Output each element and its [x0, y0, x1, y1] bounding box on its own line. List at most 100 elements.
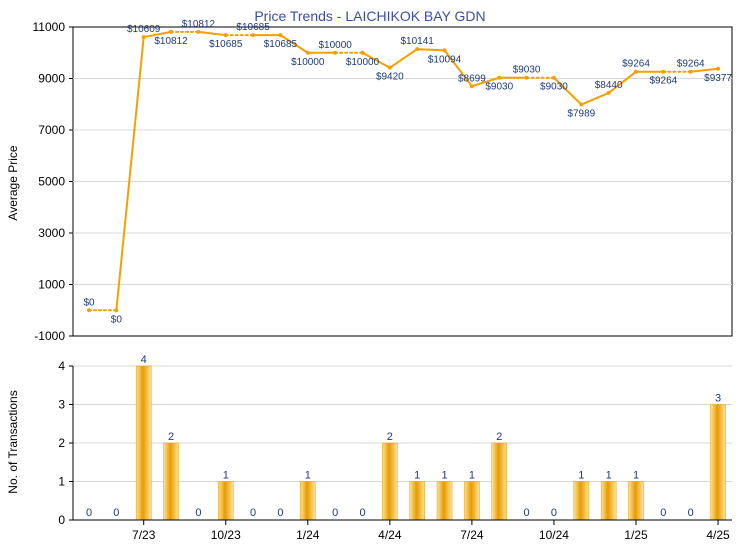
- transaction-bar: [710, 404, 726, 521]
- price-data-label: $0: [83, 297, 95, 308]
- transaction-bar: [382, 442, 398, 521]
- price-point: [251, 33, 256, 38]
- price-data-label: $9030: [485, 82, 513, 93]
- transaction-count-label: 0: [551, 507, 557, 519]
- price-line-segment: [552, 76, 583, 106]
- price-data-label: $9030: [540, 82, 568, 93]
- date-tick-label: 1/25: [624, 528, 648, 542]
- transactions-tick-label: 3: [58, 398, 65, 412]
- price-point: [469, 84, 474, 89]
- price-data-label: $0: [111, 314, 123, 325]
- price-data-label: $9264: [649, 76, 677, 87]
- transaction-count-label: 1: [633, 470, 639, 482]
- price-tick-label: 7000: [38, 123, 65, 137]
- price-tick-label: 1000: [38, 278, 65, 292]
- price-point: [223, 33, 228, 38]
- transaction-count-label: 4: [141, 354, 147, 366]
- transactions-tick-label: 0: [58, 513, 65, 527]
- price-point: [415, 47, 420, 52]
- price-data-label: $10812: [154, 36, 188, 47]
- price-point: [360, 50, 365, 55]
- price-chart-plot: -1000 1000 3000 5000 7000 9000 11000 $0 $0 $10609…: [33, 19, 733, 343]
- date-tick-label: 4/24: [378, 528, 402, 542]
- price-line-segment: [388, 48, 419, 69]
- transaction-count-label: 0: [660, 507, 666, 519]
- price-line-segment: [443, 49, 473, 88]
- price-line-segment: [416, 48, 446, 52]
- price-data-label: $9420: [376, 72, 404, 83]
- price-data-label: $9264: [622, 59, 650, 70]
- price-tick-label: 11000: [33, 20, 66, 34]
- transaction-count-label: 0: [688, 507, 694, 519]
- date-tick-label: 4/25: [706, 528, 730, 542]
- transaction-count-label: 3: [715, 393, 721, 405]
- transaction-count-label: 0: [113, 507, 119, 519]
- transaction-bar: [628, 481, 644, 521]
- transaction-count-label: 2: [496, 431, 502, 443]
- price-point: [196, 29, 201, 34]
- price-data-label: $10609: [127, 24, 161, 35]
- price-point: [387, 65, 392, 70]
- price-line-segment: [580, 91, 610, 106]
- price-data-label: $9264: [677, 59, 705, 70]
- price-point: [497, 75, 502, 80]
- price-tick-label: 5000: [38, 175, 65, 189]
- price-data-label: $7989: [567, 109, 595, 120]
- price-data-label: $10812: [182, 19, 216, 30]
- transaction-bar: [135, 365, 152, 521]
- transactions-chart-plot: 0 1 2 3 4 0 0 4 2 0 1 0 0 1 0 0 2 1 1 1 2 0 0 1 1 1 0 0 3 7/23 10/23 1/…: [58, 354, 732, 542]
- transaction-count-label: 0: [332, 507, 338, 519]
- price-line-segment: [689, 67, 720, 73]
- transaction-bar: [464, 481, 480, 521]
- price-point: [634, 69, 638, 74]
- transactions-tick-label: 1: [58, 475, 65, 489]
- price-point: [305, 50, 310, 55]
- transactions-axis-label: No. of Transactions: [6, 390, 20, 493]
- transaction-count-label: 2: [168, 431, 174, 443]
- transaction-count-label: 1: [578, 470, 584, 482]
- price-data-label: $10685: [236, 22, 270, 33]
- transaction-bar: [573, 481, 590, 521]
- price-data-label: $10141: [401, 36, 435, 47]
- transaction-count-label: 1: [414, 470, 420, 482]
- price-line-segment: [361, 51, 391, 69]
- price-line-segment: [470, 76, 501, 88]
- transaction-bar: [300, 481, 316, 521]
- transaction-count-label: 0: [195, 507, 201, 519]
- price-point: [661, 69, 666, 74]
- date-tick-label: 7/23: [132, 528, 156, 542]
- price-tick-label: 3000: [38, 226, 65, 240]
- price-data-label: $8440: [595, 80, 623, 91]
- price-point: [87, 308, 91, 313]
- price-point: [114, 308, 119, 313]
- date-tick-label: 7/24: [460, 528, 484, 542]
- transaction-bar: [409, 481, 425, 521]
- transaction-count-label: 0: [524, 507, 530, 519]
- price-line-segment: [197, 30, 227, 37]
- transactions-tick-label: 4: [58, 359, 65, 373]
- price-point: [551, 75, 556, 80]
- price-data-label: $10000: [318, 40, 352, 51]
- transaction-bar: [491, 442, 507, 521]
- price-tick-label: 9000: [38, 72, 65, 86]
- chart-title: Price Trends - LAICHIKOK BAY GDN: [254, 8, 485, 24]
- price-point: [579, 102, 584, 107]
- price-line-segment: [607, 70, 637, 94]
- price-point: [169, 29, 174, 34]
- transactions-tick-label: 2: [58, 436, 65, 450]
- transaction-count-label: 1: [305, 470, 311, 482]
- price-axis-label: Average Price: [6, 145, 20, 220]
- transaction-bar: [163, 442, 179, 521]
- transaction-count-label: 1: [223, 470, 229, 482]
- transaction-bar: [600, 481, 617, 521]
- transaction-bar: [218, 481, 234, 521]
- price-data-label: $9030: [513, 65, 541, 76]
- price-point: [333, 50, 338, 55]
- transaction-count-label: 2: [387, 431, 393, 443]
- price-point: [524, 75, 529, 80]
- date-tick-label: 1/24: [296, 528, 320, 542]
- price-data-label: $10685: [264, 39, 298, 50]
- price-data-label: $8699: [458, 73, 486, 84]
- price-line-segment: [142, 30, 173, 39]
